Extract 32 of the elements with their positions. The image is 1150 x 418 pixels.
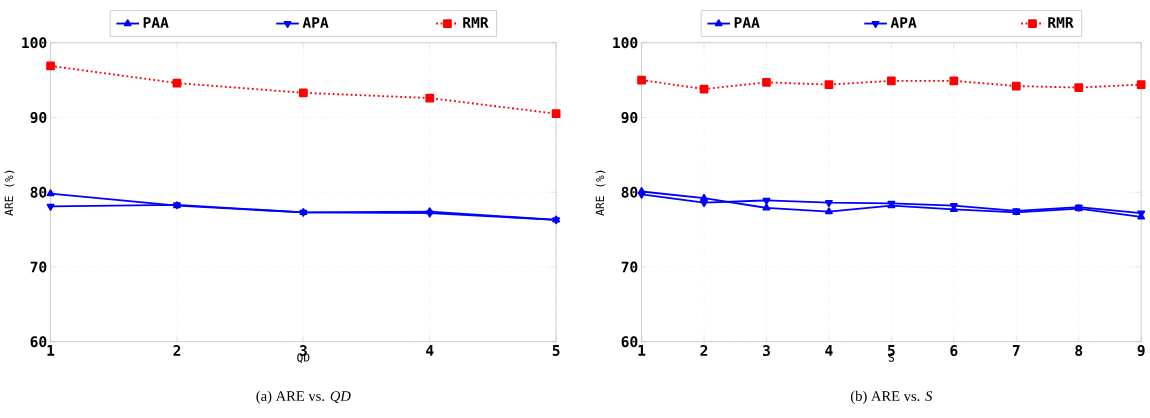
x-tick-label: 2 xyxy=(173,344,181,356)
legend-label: PAA xyxy=(143,17,169,28)
x-tick-label: 4 xyxy=(426,344,434,356)
legend-label: RMR xyxy=(1048,17,1074,28)
y-axis-title: ARE (%) xyxy=(4,170,15,216)
legend-label: APA xyxy=(302,17,329,28)
x-tick-label: 6 xyxy=(950,344,958,356)
x-tick-label: 2 xyxy=(700,344,708,356)
x-tick-label: 1 xyxy=(47,344,55,356)
x-tick-label: 3 xyxy=(762,344,770,356)
x-tick-label: 5 xyxy=(552,344,560,356)
y-tick-label: 90 xyxy=(621,111,638,123)
x-tick-label: 4 xyxy=(825,344,833,356)
legend-label: RMR xyxy=(463,17,489,28)
y-axis-title: ARE (%) xyxy=(595,170,606,216)
y-tick-label: 60 xyxy=(621,336,638,348)
y-tick-label: 80 xyxy=(621,186,638,198)
text: (b) ARE vs. S xyxy=(850,390,933,404)
y-tick-label: 60 xyxy=(30,336,47,348)
y-tick-label: 80 xyxy=(30,186,47,198)
x-tick-label: 1 xyxy=(638,344,646,356)
legend-label: PAA xyxy=(734,17,760,28)
y-tick-label: 90 xyxy=(30,111,47,123)
y-tick-label: 100 xyxy=(22,37,47,49)
y-tick-label: 70 xyxy=(621,261,638,273)
y-tick-label: 100 xyxy=(613,37,638,49)
y-tick-label: 70 xyxy=(30,261,47,273)
x-tick-label: 8 xyxy=(1075,344,1083,356)
x-tick-label: 9 xyxy=(1137,344,1145,356)
text: (a) ARE vs. QD xyxy=(256,390,351,404)
x-tick-label: 7 xyxy=(1012,344,1020,356)
legend-label: APA xyxy=(890,17,917,28)
